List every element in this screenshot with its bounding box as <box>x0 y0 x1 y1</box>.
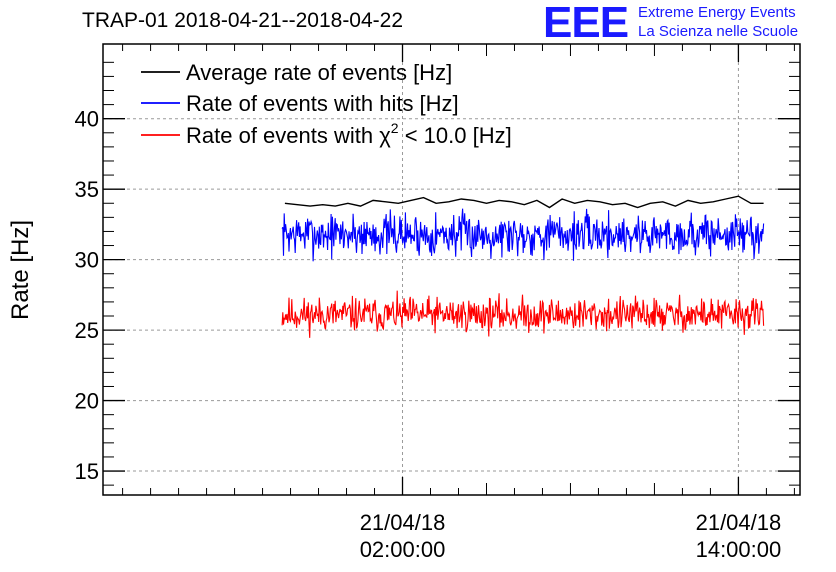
legend: Average rate of events [Hz] Rate of event… <box>141 60 512 148</box>
series-average-rate <box>284 195 764 209</box>
x-tick-time: 02:00:00 <box>360 537 446 562</box>
legend-label-3-pre: Rate of events with <box>186 123 379 148</box>
data-series <box>281 195 765 338</box>
eee-logo: EEE Extreme Energy Events La Scienza nel… <box>543 0 833 47</box>
y-tick-label: 20 <box>75 389 99 414</box>
legend-label-3-post: < 10.0 [Hz] <box>399 123 512 148</box>
axis-ticks <box>103 44 800 495</box>
x-tick-time: 14:00:00 <box>696 537 782 562</box>
grid-lines <box>103 44 800 495</box>
legend-label-2: Rate of events with hits [Hz] <box>186 91 459 116</box>
legend-label-1: Average rate of events [Hz] <box>186 60 452 85</box>
y-tick-label: 40 <box>75 107 99 132</box>
legend-label-3-chi: χ <box>379 123 391 148</box>
logo-line-2: La Scienza nelle Scuole <box>638 23 799 40</box>
logo-line-1: Extreme Energy Events <box>638 4 796 21</box>
y-tick-label: 30 <box>75 248 99 273</box>
series-rate-with-hits <box>281 208 765 262</box>
y-tick-label: 15 <box>75 459 99 484</box>
legend-label-3-sup: 2 <box>391 120 399 136</box>
x-tick-date: 21/04/18 <box>360 510 446 535</box>
y-tick-label: 35 <box>75 177 99 202</box>
y-axis-label: Rate [Hz] <box>7 220 34 320</box>
chart-title: TRAP-01 2018-04-21--2018-04-22 <box>82 9 404 32</box>
x-tick-date: 21/04/18 <box>696 510 782 535</box>
series-rate-chi2 <box>281 290 765 338</box>
eee-logo-mark: EEE <box>543 0 629 47</box>
y-tick-labels: 15 20 25 30 35 40 <box>75 107 99 484</box>
legend-label-3: Rate of events with χ2 < 10.0 [Hz] <box>186 120 512 148</box>
y-tick-label: 25 <box>75 318 99 343</box>
plot-frame <box>102 43 801 496</box>
